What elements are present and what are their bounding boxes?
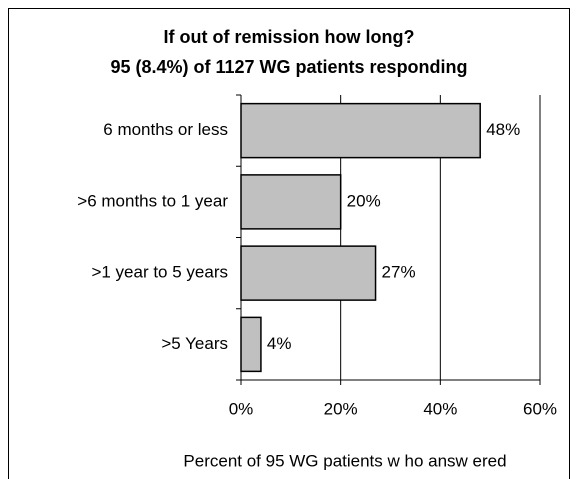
y-tick-label: >6 months to 1 year xyxy=(77,191,228,210)
x-tick-label: 20% xyxy=(324,399,358,418)
data-label: 4% xyxy=(267,334,292,353)
data-label: 20% xyxy=(347,191,381,210)
x-tick-label: 40% xyxy=(423,399,457,418)
x-tick-label: 0% xyxy=(229,399,254,418)
chart-subtitle: 95 (8.4%) of 1127 WG patients responding xyxy=(110,57,467,77)
bar xyxy=(240,102,481,159)
bar xyxy=(240,316,262,373)
bar xyxy=(240,174,342,230)
data-label: 48% xyxy=(486,120,520,139)
data-label: 27% xyxy=(382,263,416,282)
x-axis-label: Percent of 95 WG patients w ho answ ered xyxy=(183,451,506,470)
chart-frame xyxy=(8,8,570,479)
chart-title: If out of remission how long? xyxy=(164,27,415,47)
y-tick-label: >1 year to 5 years xyxy=(91,263,228,282)
y-tick-label: >5 Years xyxy=(161,334,228,353)
bar xyxy=(240,245,377,301)
y-tick-label: 6 months or less xyxy=(103,120,228,139)
x-tick-label: 60% xyxy=(523,399,557,418)
